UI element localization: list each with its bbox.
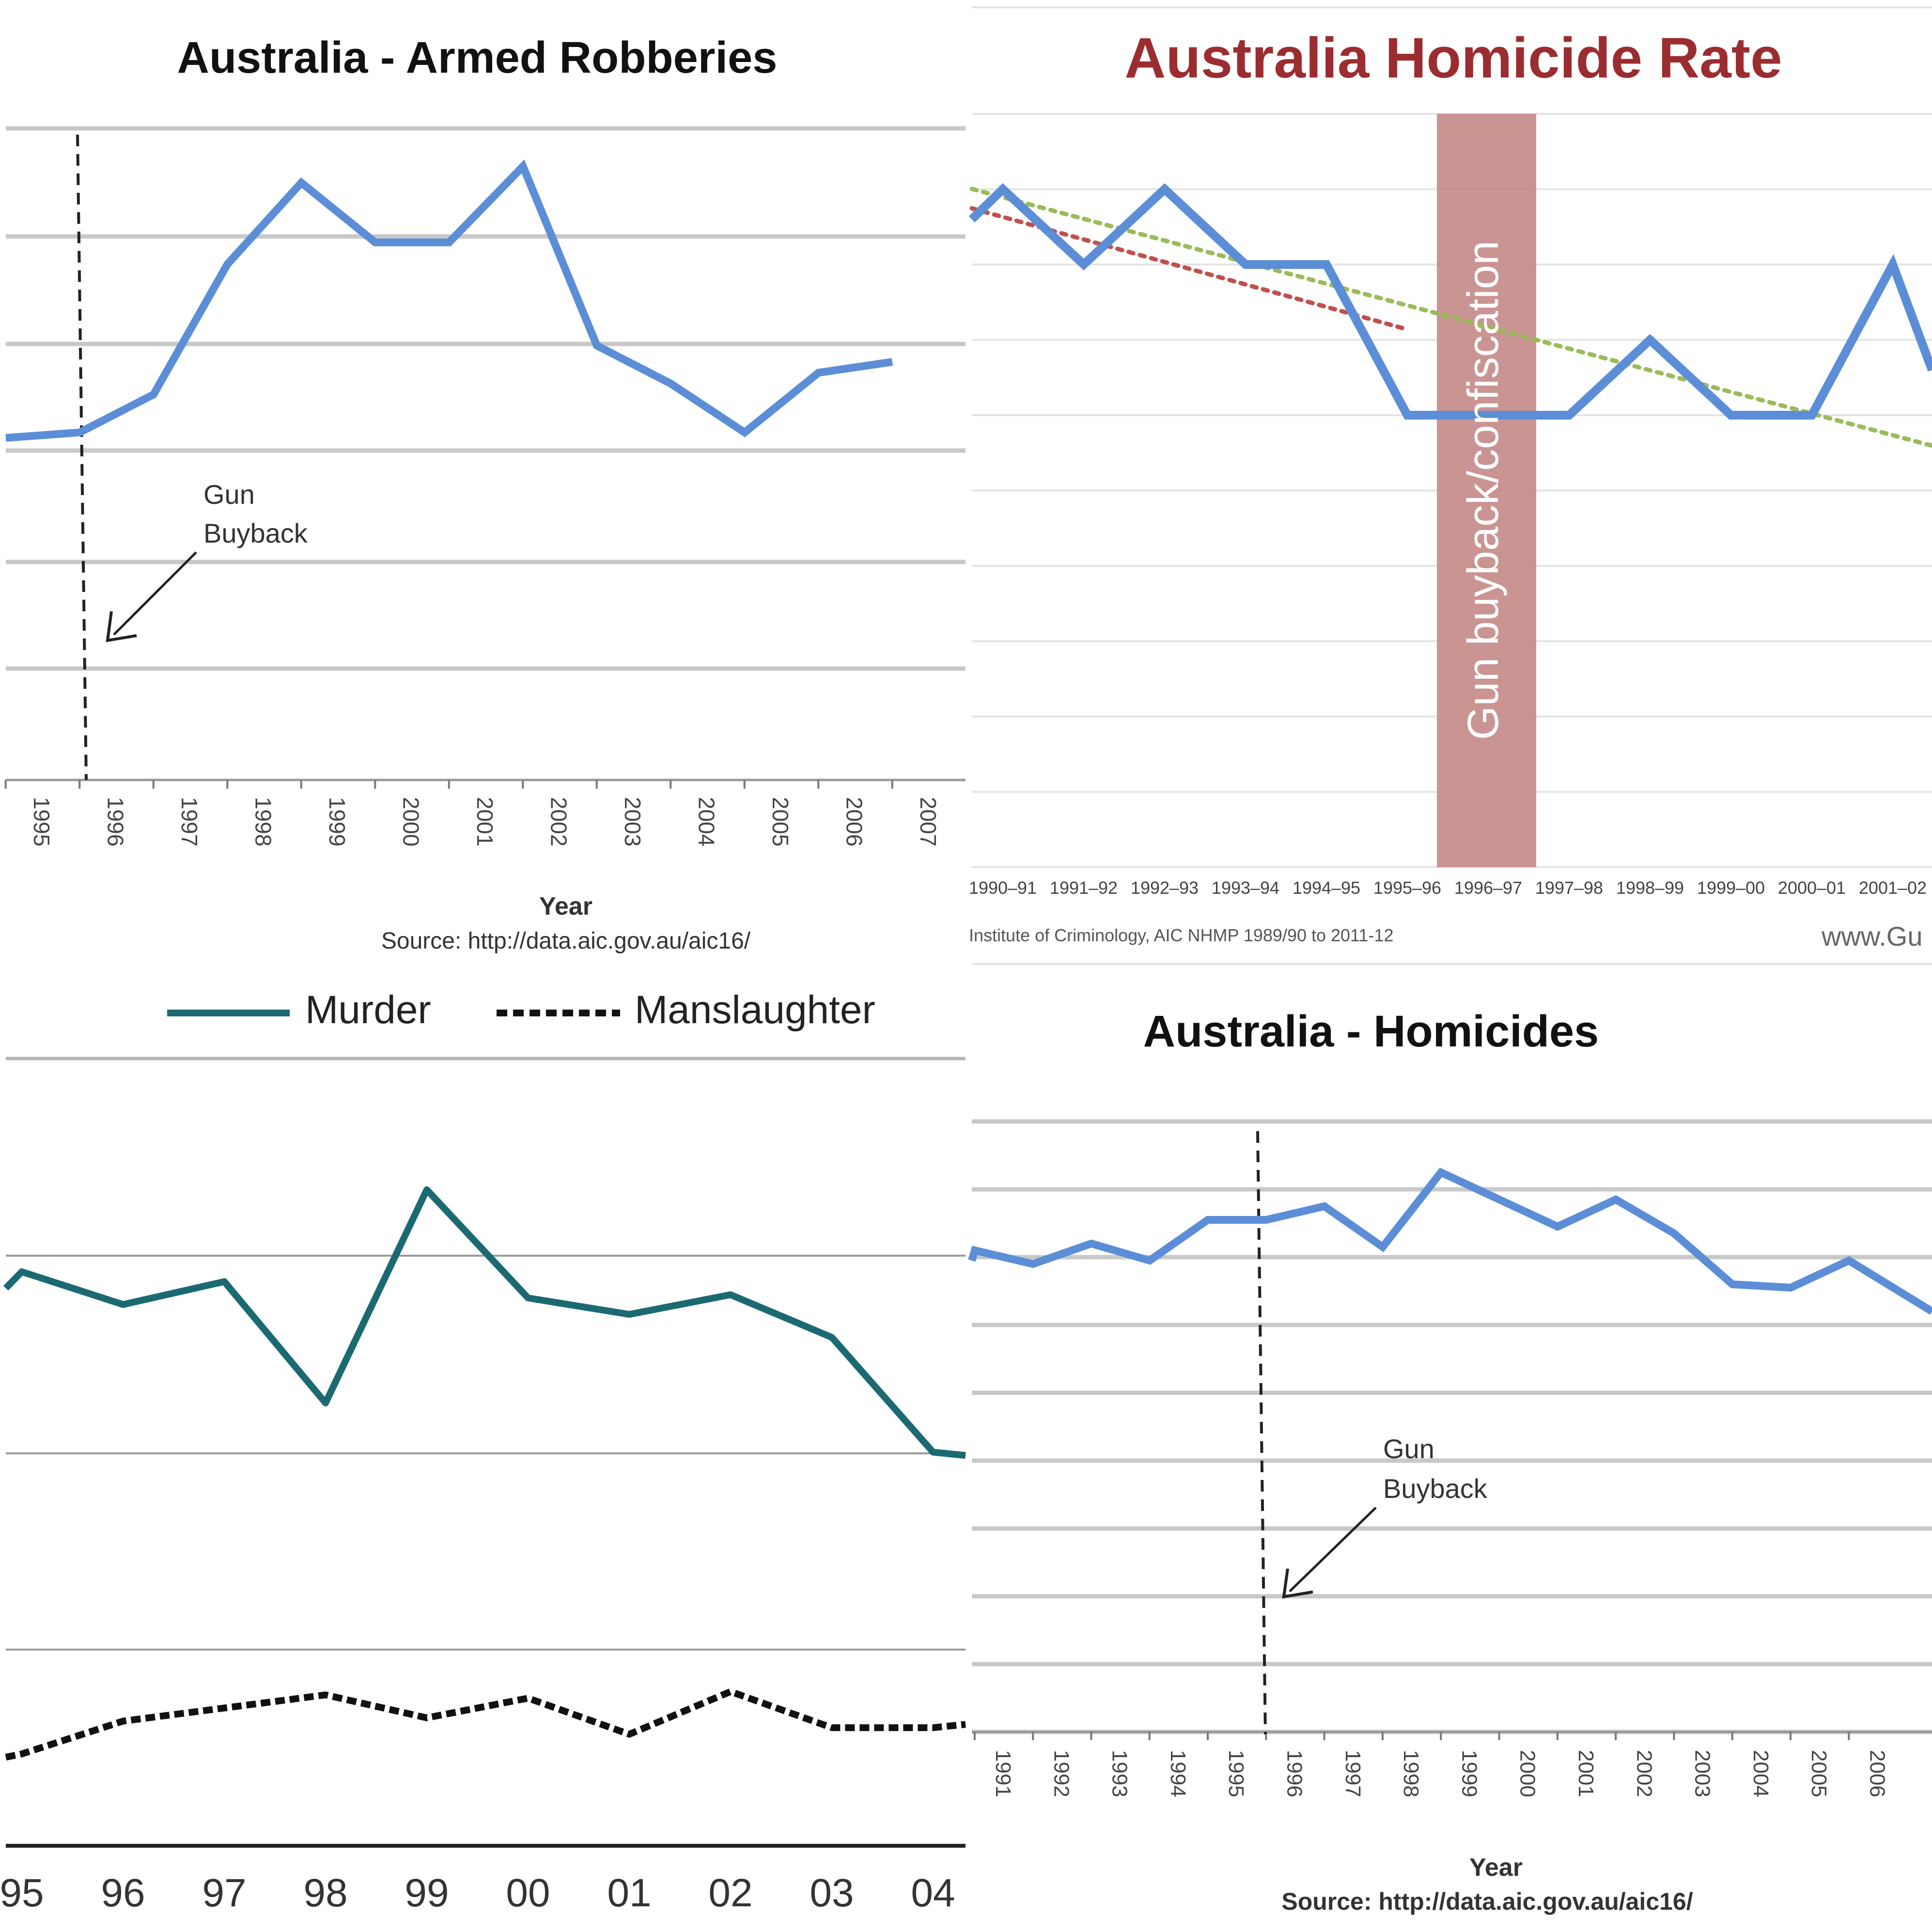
armed-robberies-x-axis: 1995 1996 1997 1998 1999 2000 2001 2002 2003 2004… bbox=[4, 780, 941, 846]
homicide-rate-x-tick-label: 1998–99 bbox=[1616, 878, 1684, 898]
homicide-rate-panel: Australia Homicide Rate Gun buyback/conf… bbox=[968, 6, 1932, 965]
armed-robberies-source: Source: http://data.aic.gov.au/aic16/ bbox=[381, 928, 751, 954]
homicides-panel: Australia - Homicides 1991 1992 1993 1994 19… bbox=[968, 1007, 1932, 1915]
homicides-x-tick-label: 1996 bbox=[1283, 1750, 1307, 1797]
gun-buyback-band bbox=[1437, 114, 1536, 867]
armed-robberies-arrow-head bbox=[106, 611, 137, 642]
legend-murder-label: Murder bbox=[305, 988, 431, 1032]
homicides-x-tick-label: 1995 bbox=[1224, 1750, 1248, 1797]
armed-robberies-x-axis-title: Year bbox=[539, 892, 592, 920]
homicides-x-tick-label: 2000 bbox=[1516, 1750, 1540, 1797]
armed-robberies-x-tick-label: 2006 bbox=[842, 797, 867, 846]
homicides-x-tick-label: 1999 bbox=[1457, 1750, 1481, 1797]
manslaughter-line bbox=[5, 1688, 966, 1761]
homicides-x-tick-label: 1994 bbox=[1166, 1750, 1190, 1797]
homicides-x-tick-label: 1997 bbox=[1341, 1750, 1365, 1797]
homicide-rate-x-tick-label: 1990–91 bbox=[969, 878, 1037, 898]
murder-x-tick-label: 96 bbox=[101, 1871, 145, 1915]
homicide-rate-website: www.Gu bbox=[1821, 921, 1923, 951]
homicides-x-axis: 1991 1992 1993 1994 1995 1996 1997 1998 1999 2000… bbox=[973, 1732, 1889, 1797]
murder-x-tick-label: 98 bbox=[303, 1871, 347, 1915]
homicides-gridlines bbox=[972, 1119, 1932, 1734]
homicide-rate-x-tick-label: 2000–01 bbox=[1778, 878, 1846, 898]
homicides-arrow-head bbox=[1282, 1568, 1313, 1599]
armed-robberies-title: Australia - Armed Robberies bbox=[177, 33, 778, 82]
murder-x-tick-label: 01 bbox=[607, 1871, 651, 1915]
homicides-x-tick-label: 1991 bbox=[991, 1750, 1015, 1797]
murder-manslaughter-panel: Murder Manslaughter 95 96 97 98 99 00 01 02 03 04 bbox=[0, 988, 966, 1915]
homicide-rate-trend-green bbox=[969, 187, 1932, 448]
murder-x-axis: 95 96 97 98 99 00 01 02 03 04 bbox=[0, 1871, 955, 1915]
armed-robberies-x-tick-label: 2001 bbox=[472, 797, 498, 846]
armed-robberies-x-tick-label: 1999 bbox=[325, 797, 350, 846]
homicide-rate-x-axis: 1990–91 1991–92 1992–93 1993–94 1994–95 1995–… bbox=[969, 878, 1927, 898]
homicide-rate-title: Australia Homicide Rate bbox=[1124, 26, 1782, 90]
armed-robberies-buyback-marker bbox=[76, 134, 88, 780]
homicide-rate-line bbox=[968, 183, 1932, 420]
homicide-rate-x-tick-label: 1993–94 bbox=[1212, 878, 1279, 898]
homicides-x-tick-label: 1998 bbox=[1399, 1750, 1423, 1797]
armed-robberies-x-tick-label: 1995 bbox=[29, 797, 54, 846]
homicides-x-tick-label: 2006 bbox=[1866, 1750, 1889, 1797]
homicide-rate-x-tick-label: 1995–96 bbox=[1373, 878, 1441, 898]
armed-robberies-line bbox=[5, 159, 893, 442]
homicides-x-tick-label: 2004 bbox=[1749, 1750, 1773, 1797]
homicide-rate-x-tick-label: 1997–98 bbox=[1535, 878, 1603, 898]
murder-x-tick-label: 03 bbox=[810, 1871, 854, 1915]
homicides-annotation-gun: Gun bbox=[1383, 1433, 1434, 1464]
murder-manslaughter-series bbox=[3, 1186, 966, 1761]
homicide-rate-x-tick-label: 2001–02 bbox=[1859, 878, 1927, 898]
homicides-buyback-marker bbox=[1256, 1131, 1267, 1735]
armed-robberies-x-tick-label: 2003 bbox=[620, 797, 645, 846]
homicides-series bbox=[968, 1168, 1932, 1315]
homicides-title: Australia - Homicides bbox=[1143, 1007, 1599, 1056]
armed-robberies-panel: Australia - Armed Robberies 1995 1996 1997… bbox=[4, 33, 966, 954]
murder-x-tick-label: 04 bbox=[911, 1871, 955, 1915]
armed-robberies-x-tick-label: 1996 bbox=[103, 797, 128, 846]
armed-robberies-x-tick-label: 2002 bbox=[546, 797, 572, 846]
homicide-rate-x-tick-label: 1999–00 bbox=[1697, 878, 1765, 898]
murder-x-tick-label: 00 bbox=[506, 1871, 550, 1915]
murder-x-tick-label: 02 bbox=[708, 1871, 752, 1915]
armed-robberies-x-tick-label: 2000 bbox=[399, 797, 424, 846]
homicide-rate-x-tick-label: 1996–97 bbox=[1454, 878, 1522, 898]
armed-robberies-x-tick-label: 2007 bbox=[916, 797, 941, 846]
murder-x-tick-label: 95 bbox=[0, 1871, 44, 1915]
homicides-x-tick-label: 2001 bbox=[1574, 1750, 1598, 1797]
homicides-x-tick-label: 2005 bbox=[1807, 1750, 1831, 1797]
homicides-x-axis-title: Year bbox=[1469, 1854, 1523, 1882]
armed-robberies-x-tick-label: 2004 bbox=[694, 797, 719, 846]
homicides-x-tick-label: 2003 bbox=[1691, 1750, 1714, 1797]
homicide-rate-source: Institute of Criminology, AIC NHMP 1989/… bbox=[969, 925, 1393, 945]
armed-robberies-annotation-gun: Gun bbox=[203, 479, 255, 510]
murder-x-tick-label: 97 bbox=[202, 1871, 246, 1915]
homicides-line bbox=[968, 1168, 1932, 1315]
murder-x-tick-label: 99 bbox=[405, 1871, 449, 1915]
homicides-annotation-arrow bbox=[1289, 1507, 1377, 1592]
homicides-x-tick-label: 1993 bbox=[1108, 1750, 1132, 1797]
armed-robberies-gridlines bbox=[6, 126, 966, 781]
armed-robberies-x-tick-label: 1998 bbox=[251, 797, 276, 846]
homicide-rate-series bbox=[968, 183, 1932, 420]
gun-buyback-band-label: Gun buyback/confiscation bbox=[1459, 241, 1508, 740]
homicide-rate-x-tick-label: 1991–92 bbox=[1050, 878, 1118, 898]
murder-line bbox=[3, 1186, 966, 1459]
homicide-rate-x-tick-label: 1992–93 bbox=[1131, 878, 1199, 898]
armed-robberies-series bbox=[5, 159, 893, 442]
homicides-annotation-buyback: Buyback bbox=[1383, 1473, 1488, 1504]
armed-robberies-x-tick-label: 1997 bbox=[177, 797, 202, 846]
homicide-rate-x-tick-label: 1994–95 bbox=[1293, 878, 1360, 898]
homicides-x-tick-label: 2002 bbox=[1632, 1750, 1656, 1797]
legend-manslaughter-label: Manslaughter bbox=[635, 988, 875, 1032]
armed-robberies-x-tick-label: 2005 bbox=[768, 797, 793, 846]
armed-robberies-annotation-arrow bbox=[113, 551, 197, 636]
homicides-x-tick-label: 1992 bbox=[1049, 1750, 1073, 1797]
murder-gridlines bbox=[6, 1057, 966, 1848]
armed-robberies-annotation-buyback: Buyback bbox=[203, 518, 308, 548]
homicides-source: Source: http://data.aic.gov.au/aic16/ bbox=[1281, 1888, 1693, 1915]
